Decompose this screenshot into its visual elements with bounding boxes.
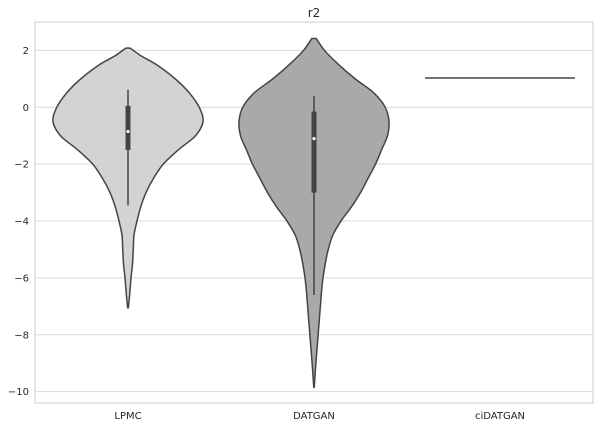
x-tick-label: LPMC bbox=[114, 411, 141, 422]
violin-datgan-iqr-box bbox=[311, 111, 317, 193]
y-tick-label: −10 bbox=[8, 387, 29, 398]
y-tick-label: −8 bbox=[14, 330, 29, 341]
y-tick-labels: 2 0 −2 −4 −6 −8 −10 bbox=[8, 46, 29, 398]
violins bbox=[52, 37, 575, 389]
x-tick-label: ciDATGAN bbox=[475, 411, 525, 422]
violin-lpmc-iqr-box bbox=[125, 105, 131, 150]
y-tick-label: −2 bbox=[14, 160, 29, 171]
violin-datgan-median-dot bbox=[312, 136, 316, 141]
y-tick-label: −4 bbox=[14, 217, 29, 228]
chart-title: r2 bbox=[308, 6, 321, 20]
violin-lpmc-median-dot bbox=[126, 129, 130, 134]
y-tick-label: −6 bbox=[14, 273, 29, 284]
x-tick-labels: LPMC DATGAN ciDATGAN bbox=[114, 411, 525, 422]
y-tick-label: 0 bbox=[23, 103, 29, 114]
y-tick-label: 2 bbox=[23, 46, 29, 57]
x-tick-label: DATGAN bbox=[293, 411, 335, 422]
